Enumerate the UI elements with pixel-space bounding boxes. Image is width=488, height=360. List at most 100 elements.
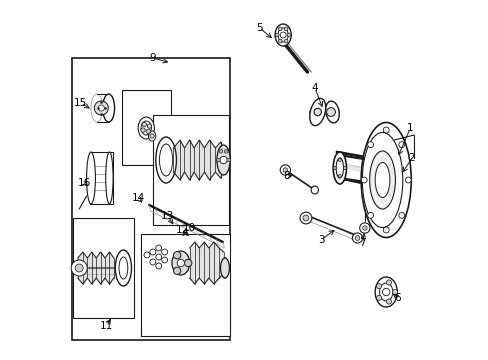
Ellipse shape [105, 152, 113, 204]
Circle shape [284, 39, 287, 43]
Circle shape [162, 249, 167, 255]
Circle shape [173, 267, 181, 274]
Circle shape [184, 259, 191, 267]
Ellipse shape [332, 152, 346, 184]
Ellipse shape [102, 94, 114, 122]
Bar [73, 218, 134, 318]
Circle shape [150, 134, 154, 138]
Ellipse shape [220, 258, 229, 278]
Circle shape [147, 124, 151, 128]
Ellipse shape [141, 121, 151, 135]
Bar [153, 115, 229, 225]
Circle shape [338, 158, 341, 162]
Ellipse shape [274, 24, 291, 46]
Circle shape [226, 158, 230, 162]
Circle shape [162, 257, 167, 263]
Text: 9: 9 [149, 53, 156, 63]
Ellipse shape [335, 158, 343, 178]
Circle shape [313, 108, 321, 116]
Ellipse shape [325, 101, 339, 123]
Ellipse shape [374, 277, 396, 307]
Circle shape [359, 223, 369, 233]
Ellipse shape [309, 98, 325, 126]
Circle shape [283, 168, 287, 172]
Ellipse shape [278, 28, 288, 42]
Ellipse shape [217, 145, 230, 175]
Circle shape [220, 156, 227, 164]
Text: 13: 13 [161, 211, 174, 221]
Ellipse shape [379, 283, 392, 301]
Circle shape [146, 129, 150, 134]
Circle shape [367, 142, 373, 148]
Circle shape [303, 215, 308, 221]
Circle shape [343, 167, 346, 170]
Circle shape [143, 252, 150, 258]
Ellipse shape [159, 144, 172, 176]
Ellipse shape [172, 251, 189, 275]
Bar [72, 58, 230, 340]
Ellipse shape [310, 186, 318, 194]
Circle shape [278, 27, 282, 31]
Circle shape [219, 149, 223, 153]
Circle shape [216, 158, 220, 162]
Ellipse shape [352, 233, 362, 243]
Ellipse shape [138, 117, 154, 139]
Text: 7: 7 [359, 238, 365, 248]
Circle shape [94, 101, 108, 115]
Circle shape [156, 263, 162, 269]
Text: 5: 5 [256, 23, 263, 33]
Bar [122, 90, 171, 165]
Ellipse shape [361, 122, 410, 238]
Text: 11: 11 [100, 321, 113, 331]
Circle shape [173, 252, 181, 259]
Text: 1: 1 [407, 123, 413, 133]
Circle shape [224, 149, 227, 153]
Ellipse shape [369, 151, 395, 209]
Text: 4: 4 [311, 83, 318, 93]
Circle shape [398, 212, 404, 218]
Circle shape [177, 259, 184, 267]
Circle shape [284, 27, 287, 31]
Bar [90, 152, 113, 204]
Circle shape [386, 280, 391, 285]
Text: 6: 6 [394, 293, 401, 303]
Text: 16: 16 [78, 178, 91, 188]
Circle shape [150, 259, 156, 265]
Circle shape [405, 177, 410, 183]
Ellipse shape [355, 235, 359, 240]
Circle shape [71, 260, 87, 276]
Ellipse shape [156, 137, 176, 183]
Circle shape [141, 128, 145, 132]
Text: 8: 8 [283, 171, 289, 181]
Circle shape [376, 295, 381, 301]
Circle shape [98, 105, 104, 111]
Bar [141, 234, 230, 336]
Circle shape [386, 299, 391, 304]
Circle shape [280, 165, 290, 175]
Circle shape [398, 142, 404, 148]
Circle shape [383, 127, 388, 133]
Circle shape [392, 289, 397, 294]
Circle shape [367, 212, 373, 218]
Circle shape [286, 33, 290, 37]
Circle shape [326, 108, 335, 116]
Circle shape [338, 175, 341, 177]
Circle shape [362, 226, 366, 230]
Ellipse shape [115, 250, 131, 286]
Circle shape [278, 39, 282, 43]
Circle shape [156, 245, 162, 251]
Text: 10: 10 [183, 223, 196, 233]
Circle shape [383, 227, 388, 233]
Circle shape [361, 177, 366, 183]
Circle shape [75, 264, 83, 272]
Circle shape [142, 122, 146, 127]
Ellipse shape [91, 94, 102, 122]
Ellipse shape [119, 257, 127, 279]
Text: 15: 15 [74, 98, 87, 108]
Circle shape [332, 167, 335, 170]
Ellipse shape [362, 132, 402, 228]
Ellipse shape [86, 152, 95, 204]
Text: 12: 12 [175, 225, 188, 235]
Circle shape [280, 32, 285, 38]
Ellipse shape [148, 131, 156, 141]
